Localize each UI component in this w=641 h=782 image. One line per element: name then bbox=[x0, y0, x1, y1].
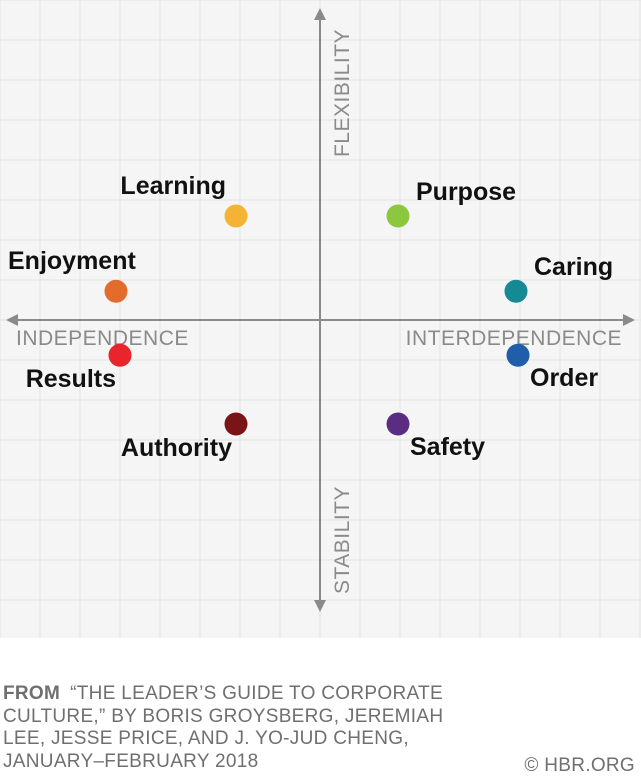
source-citation: FROM “THE LEADER’S GUIDE TO CORPORATE CUL… bbox=[3, 683, 473, 773]
culture-styles-chart: INDEPENDENCE INTERDEPENDENCE FLEXIBILITY… bbox=[0, 0, 641, 638]
x-axis-label-interdependence: INTERDEPENDENCE bbox=[406, 327, 622, 350]
from-label: FROM bbox=[3, 683, 61, 704]
x-axis-arrow-right bbox=[623, 314, 635, 326]
chart-area: INDEPENDENCE INTERDEPENDENCE FLEXIBILITY… bbox=[0, 0, 641, 638]
point-results bbox=[108, 343, 132, 367]
label-learning: Learning bbox=[120, 172, 226, 200]
label-safety: Safety bbox=[410, 433, 485, 461]
copyright: © HBR.ORG bbox=[524, 755, 635, 776]
y-axis-arrow-bottom bbox=[314, 600, 326, 612]
point-authority bbox=[224, 412, 248, 436]
y-axis-arrow-top bbox=[314, 8, 326, 20]
citation-text: “THE LEADER’S GUIDE TO CORPORATE CULTURE… bbox=[3, 683, 444, 772]
axes: INDEPENDENCE INTERDEPENDENCE FLEXIBILITY… bbox=[6, 8, 635, 612]
point-enjoyment bbox=[104, 279, 128, 303]
y-axis-label-flexibility: FLEXIBILITY bbox=[331, 29, 354, 157]
label-order: Order bbox=[530, 364, 598, 392]
data-points: Learning Purpose Enjoyment Caring Results Ord… bbox=[8, 172, 613, 462]
x-axis-arrow-left bbox=[6, 314, 18, 326]
label-enjoyment: Enjoyment bbox=[8, 247, 136, 275]
point-order bbox=[506, 343, 530, 367]
label-purpose: Purpose bbox=[416, 178, 516, 206]
y-axis-label-stability: STABILITY bbox=[331, 486, 354, 594]
point-caring bbox=[504, 279, 528, 303]
label-results: Results bbox=[26, 365, 116, 393]
x-axis-label-independence: INDEPENDENCE bbox=[16, 327, 189, 350]
point-purpose bbox=[386, 204, 410, 228]
label-caring: Caring bbox=[534, 253, 613, 281]
label-authority: Authority bbox=[121, 434, 232, 462]
point-learning bbox=[224, 204, 248, 228]
point-safety bbox=[386, 412, 410, 436]
